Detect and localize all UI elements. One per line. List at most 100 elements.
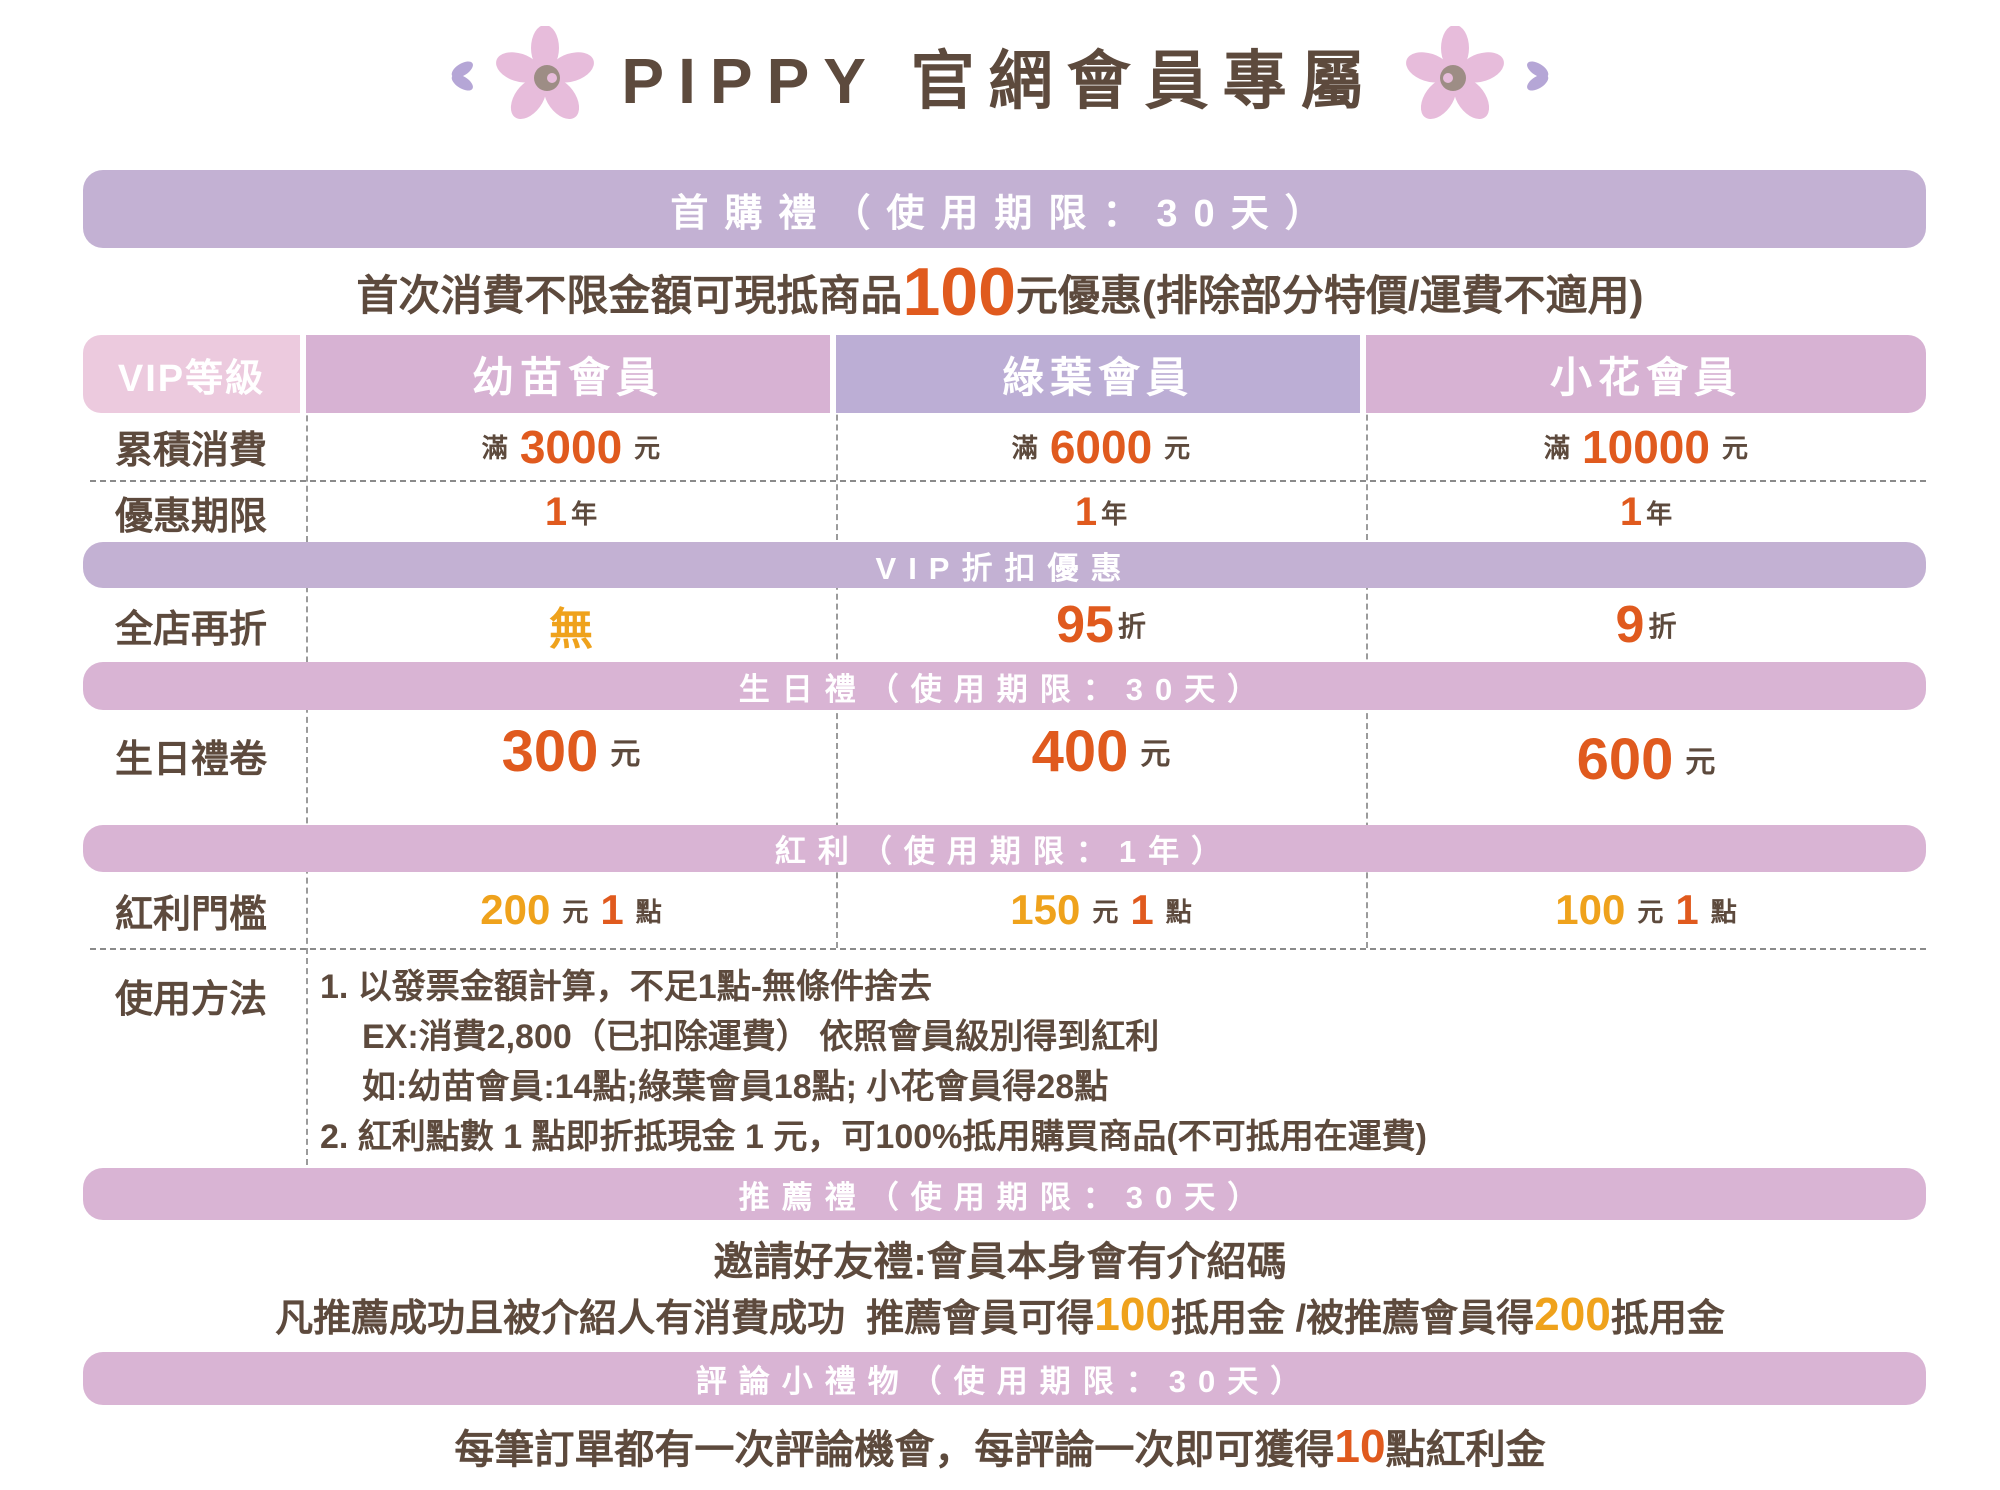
- bonus-unit-yuan: 元: [1637, 896, 1664, 927]
- review-line-suffix: 點紅利金: [1385, 1428, 1546, 1472]
- cumulative-prefix: 滿: [1011, 433, 1038, 463]
- discount-unit: 折: [1117, 611, 1146, 642]
- cumulative-row: 累積消費 滿 3000 元 滿 6000 元 滿 10000 元: [83, 413, 1926, 480]
- discount-none: 無: [549, 605, 593, 654]
- sprout-icon: [1526, 60, 1548, 91]
- bonus-amount: 150: [1010, 886, 1081, 933]
- usage-line-4: 2. 紅利點數 1 點即折抵現金 1 元，可100%抵用購買商品(不可抵用在運費…: [320, 1118, 1428, 1156]
- birthday-greenleaf: 400 元: [836, 710, 1366, 825]
- cumulative-flower: 滿 10000 元: [1366, 413, 1926, 480]
- birthday-unit: 元: [610, 738, 641, 771]
- period-flower: 1 年: [1366, 482, 1926, 542]
- bonus-point-num: 1: [1675, 886, 1699, 933]
- birthday-unit: 元: [1140, 738, 1171, 771]
- page-title: PIPPY 官網會員專屬: [621, 44, 1379, 117]
- discount-label: 全店再折: [115, 608, 268, 651]
- period-greenleaf: 1 年: [836, 482, 1366, 542]
- tier-header-flower: 小花會員: [1366, 335, 1926, 413]
- referral-banner: 推薦禮（使用期限：30天）: [83, 1168, 1926, 1220]
- period-num: 1: [544, 489, 568, 534]
- tier-header-seedling: 幼苗會員: [306, 335, 830, 413]
- discount-num: 9: [1615, 596, 1645, 654]
- bonus-unit-point: 點: [1165, 896, 1192, 927]
- cumulative-unit: 元: [634, 433, 661, 463]
- discount-seedling: 無: [306, 588, 836, 662]
- bonus-greenleaf: 150 元 1 點: [836, 872, 1366, 948]
- birthday-row: 生日禮卷 300 元 400 元 600 元: [83, 710, 1926, 825]
- birthday-seedling: 300 元: [306, 710, 836, 825]
- cumulative-amount: 3000: [519, 420, 623, 473]
- bonus-point-num: 1: [1130, 886, 1154, 933]
- referral-amount-1: 100: [1094, 1288, 1171, 1340]
- column-divider-3: [1366, 335, 1368, 948]
- cumulative-prefix: 滿: [481, 433, 508, 463]
- cumulative-unit: 元: [1721, 433, 1748, 463]
- cumulative-amount: 10000: [1582, 420, 1710, 473]
- right-decoration: [1405, 25, 1557, 126]
- bonus-point-num: 1: [600, 886, 624, 933]
- birthday-flower: 600 元: [1366, 710, 1926, 825]
- review-line-prefix: 每筆訂單都有一次評論機會，每評論一次即可獲得: [454, 1428, 1335, 1472]
- review-banner: 評論小禮物（使用期限：30天）: [83, 1352, 1926, 1405]
- bonus-unit-point: 點: [1710, 896, 1737, 927]
- usage-row: 使用方法 1. 以發票金額計算，不足1點-無條件捨去 EX:消費2,800（已扣…: [83, 948, 1926, 1166]
- usage-line-3: 如:幼苗會員:14點;綠葉會員18點; 小花會員得28點: [362, 1068, 1109, 1106]
- bonus-unit-yuan: 元: [1092, 896, 1119, 927]
- period-unit: 年: [1646, 498, 1673, 529]
- referral-line2-mid: 抵用金 /被推薦會員得: [1170, 1297, 1535, 1340]
- review-amount: 10: [1334, 1420, 1386, 1472]
- period-num: 1: [1074, 489, 1098, 534]
- first-purchase-desc: 首次消費不限金額可現抵商品 100 元優惠(排除部分特價/運費不適用): [0, 252, 2000, 332]
- review-line-wrap: 每筆訂單都有一次評論機會，每評論一次即可獲得 10 點紅利金: [0, 1420, 2000, 1472]
- discount-flower: 9 折: [1366, 588, 1926, 662]
- first-purchase-desc-prefix: 首次消費不限金額可現抵商品: [356, 271, 903, 319]
- referral-line1: 邀請好友禮:會員本身會有介紹碼: [713, 1240, 1287, 1284]
- period-num: 1: [1619, 489, 1643, 534]
- cumulative-unit: 元: [1164, 433, 1191, 463]
- tier-header-vip-level: VIP等級: [83, 335, 300, 413]
- discount-num: 95: [1056, 596, 1114, 654]
- tier-header-greenleaf: 綠葉會員: [836, 335, 1360, 413]
- bonus-unit-yuan: 元: [562, 896, 589, 927]
- vip-discount-banner: VIP折扣優惠: [83, 542, 1926, 588]
- column-divider-2: [836, 335, 838, 948]
- referral-line2-wrap: 凡推薦成功且被介紹人有消費成功 推薦會員可得 100 抵用金 /被推薦會員得 2…: [0, 1288, 2000, 1340]
- first-purchase-desc-suffix: 元優惠(排除部分特價/運費不適用): [1015, 271, 1644, 319]
- discount-unit: 折: [1648, 611, 1677, 642]
- bonus-banner: 紅利（使用期限：1年）: [83, 825, 1926, 872]
- column-divider-1: [306, 335, 308, 1165]
- flower-icon: [1405, 25, 1504, 119]
- birthday-label: 生日禮卷: [115, 739, 268, 781]
- bonus-label: 紅利門檻: [115, 893, 268, 936]
- birthday-amount: 300: [501, 719, 599, 784]
- row-divider-1: [90, 480, 1926, 482]
- sprout-icon: [452, 60, 474, 91]
- title-row: PIPPY 官網會員專屬: [0, 18, 2000, 133]
- usage-line-1: 1. 以發票金額計算，不足1點-無條件捨去: [320, 968, 933, 1006]
- bonus-row: 紅利門檻 200 元 1 點 150 元 1 點 100 元 1 點: [83, 872, 1926, 948]
- referral-amount-2: 200: [1534, 1288, 1611, 1340]
- row-divider-2: [90, 948, 1926, 950]
- birthday-unit: 元: [1685, 746, 1716, 779]
- first-purchase-banner: 首購禮（使用期限：30天）: [83, 170, 1926, 248]
- usage-line-2: EX:消費2,800（已扣除運費） 依照會員級別得到紅利: [362, 1018, 1160, 1056]
- usage-label: 使用方法: [115, 979, 268, 1021]
- discount-greenleaf: 95 折: [836, 588, 1366, 662]
- bonus-seedling: 200 元 1 點: [306, 872, 836, 948]
- period-label: 優惠期限: [115, 495, 268, 538]
- cumulative-greenleaf: 滿 6000 元: [836, 413, 1366, 480]
- birthday-banner: 生日禮（使用期限：30天）: [83, 662, 1926, 710]
- birthday-amount: 400: [1031, 719, 1129, 784]
- flower-icon: [496, 25, 595, 119]
- first-purchase-amount: 100: [902, 254, 1016, 330]
- bonus-amount: 200: [480, 886, 551, 933]
- referral-line1-wrap: 邀請好友禮:會員本身會有介紹碼: [0, 1235, 2000, 1284]
- cumulative-amount: 6000: [1049, 420, 1153, 473]
- cumulative-seedling: 滿 3000 元: [306, 413, 836, 480]
- discount-row: 全店再折 無 95 折 9 折: [83, 588, 1926, 662]
- left-decoration: [443, 25, 595, 126]
- period-unit: 年: [1101, 498, 1128, 529]
- cumulative-label: 累積消費: [115, 430, 268, 472]
- period-unit: 年: [571, 498, 598, 529]
